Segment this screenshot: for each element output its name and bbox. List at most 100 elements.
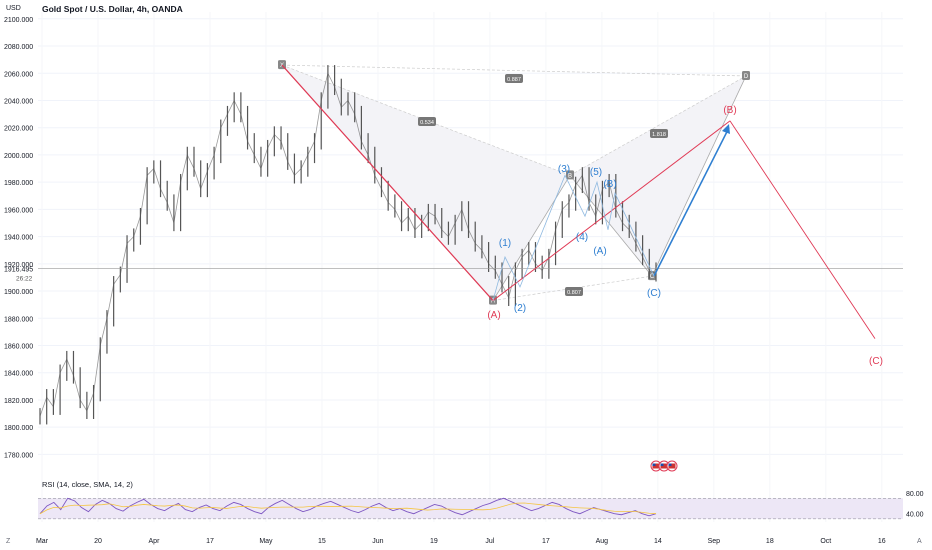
y-tick-label: 2100.000 bbox=[4, 17, 33, 24]
x-tick-label: Mar bbox=[36, 538, 49, 545]
x-tick-label: Sep bbox=[708, 538, 721, 545]
x-tick-label: 16 bbox=[878, 538, 886, 545]
rsi-band bbox=[38, 498, 903, 519]
rsi-sma-line bbox=[39, 502, 657, 515]
x-tick-label: Jun bbox=[372, 538, 383, 545]
y-tick-label: 2040.000 bbox=[4, 98, 33, 105]
wave-label-blue: (4) bbox=[576, 232, 588, 243]
y-tick-label: 2000.000 bbox=[4, 153, 33, 160]
pattern-point-label: D bbox=[744, 74, 749, 80]
y-tick-label: 1820.000 bbox=[4, 398, 33, 405]
y-tick-label: 1900.000 bbox=[4, 289, 33, 296]
wave-label-red: (C) bbox=[869, 356, 883, 367]
ratio-badge bbox=[650, 129, 668, 138]
pattern-point-label: C bbox=[650, 274, 655, 280]
y-tick-label: 1880.000 bbox=[4, 316, 33, 323]
y-tick-label: 1780.000 bbox=[4, 452, 33, 459]
pattern-diag-xd bbox=[281, 64, 747, 77]
wave-label-red: (B) bbox=[723, 105, 736, 116]
x-tick-label: 20 bbox=[94, 538, 102, 545]
ratio-badge bbox=[505, 74, 523, 83]
pattern-point-badge bbox=[566, 170, 574, 180]
ratio-label: 0.807 bbox=[567, 290, 581, 296]
y-tick-label: 1940.000 bbox=[4, 235, 33, 242]
y-tick-label: 1920.000 bbox=[4, 262, 33, 269]
x-tick-label: 15 bbox=[318, 538, 326, 545]
wave-label-blue: (1) bbox=[499, 238, 511, 249]
pattern-point-c: C bbox=[648, 271, 656, 281]
ratio-badge bbox=[565, 287, 583, 296]
flag-stripes bbox=[652, 463, 660, 469]
x-tick-label: 14 bbox=[654, 538, 662, 545]
wave-annotations: (A) (B) (C) (1) (2) (3) (4) (5) (A) (B) (C) bbox=[281, 64, 883, 367]
chart-title: Gold Spot / U.S. Dollar, 4h, OANDA bbox=[42, 4, 183, 14]
flag-stripes bbox=[668, 463, 676, 469]
us-flag-icon bbox=[666, 460, 678, 472]
y-tick-label: 2020.000 bbox=[4, 126, 33, 133]
pattern-point-badge bbox=[742, 70, 750, 80]
wave-label-blue: (C) bbox=[647, 288, 661, 299]
timezone-button[interactable]: Z bbox=[6, 538, 11, 545]
wave-label-red: (A) bbox=[487, 310, 500, 321]
wave-label-blue: (2) bbox=[514, 303, 526, 314]
blue-wave-path bbox=[492, 174, 655, 301]
rsi-legend: RSI (14, close, SMA, 14, 2) bbox=[42, 480, 133, 489]
x-tick-label: Jul bbox=[485, 538, 494, 545]
wave-label-blue: (A) bbox=[593, 246, 606, 257]
x-tick-label: Apr bbox=[149, 538, 161, 545]
flag-canton bbox=[668, 463, 672, 466]
x-tick-label: 18 bbox=[766, 538, 774, 545]
flag-canton bbox=[660, 463, 664, 466]
wave-label-blue: (5) bbox=[590, 167, 602, 178]
projection-arrowhead bbox=[722, 124, 730, 134]
y-tick-label: 1840.000 bbox=[4, 371, 33, 378]
event-markers bbox=[650, 460, 678, 472]
ratio-label: 0.887 bbox=[507, 77, 521, 83]
rsi-tick-label: 40.00 bbox=[906, 512, 924, 519]
rsi-tick-label: 80.00 bbox=[906, 491, 924, 498]
countdown-label: 26:22 bbox=[16, 276, 33, 283]
flag-stripes bbox=[660, 463, 668, 469]
x-tick-label: Aug bbox=[596, 538, 609, 545]
pattern-ratio: 1.818 bbox=[650, 129, 668, 138]
pattern-point-badge bbox=[648, 271, 656, 281]
x-tick-label: 17 bbox=[542, 538, 550, 545]
current-price-label: 1916.495 bbox=[4, 267, 33, 274]
wave-c-line bbox=[729, 120, 876, 339]
auto-scale-button[interactable]: A bbox=[917, 538, 922, 545]
ratio-label: 0.534 bbox=[420, 120, 434, 126]
pattern-point-label: X bbox=[280, 63, 284, 69]
projection-arrow bbox=[653, 127, 730, 277]
wave-label-blue: (B) bbox=[603, 179, 616, 190]
x-tick-label: May bbox=[259, 538, 273, 545]
pattern-diag-bd bbox=[569, 75, 747, 176]
pattern-point-label: A bbox=[491, 299, 495, 305]
y-tick-label: 2080.000 bbox=[4, 44, 33, 51]
flag-canton bbox=[652, 463, 656, 466]
ratio-badge bbox=[418, 117, 436, 126]
ratio-label: 1.818 bbox=[652, 132, 666, 138]
y-tick-label: 2060.000 bbox=[4, 71, 33, 78]
y-axis: 2100.000 2080.000 2060.000 2040.000 2020.000… bbox=[4, 17, 33, 460]
pattern-ratio: 0.807 bbox=[565, 287, 583, 296]
y-tick-label: 1800.000 bbox=[4, 425, 33, 432]
y-tick-label: 1860.000 bbox=[4, 343, 33, 350]
y-tick-label: 1980.000 bbox=[4, 180, 33, 187]
y-tick-label: 1960.000 bbox=[4, 207, 33, 214]
price-line bbox=[39, 72, 657, 417]
wave-a-line bbox=[281, 64, 494, 301]
pattern-fill-xab bbox=[282, 65, 570, 301]
pattern-point-b: B bbox=[566, 170, 574, 180]
pattern-ratio: 0.887 bbox=[505, 74, 523, 83]
wave-label-blue: (3) bbox=[558, 164, 570, 175]
pattern-point-d: D bbox=[742, 70, 750, 80]
x-tick-label: 19 bbox=[430, 538, 438, 545]
x-tick-label: 17 bbox=[206, 538, 214, 545]
price-series bbox=[38, 65, 903, 425]
chart-grid bbox=[38, 12, 903, 522]
x-axis: Mar 20 Apr 17 May 15 Jun 19 Jul 17 Aug 14 Sep 18 Oct 16 bbox=[36, 538, 886, 545]
pattern-point-label: B bbox=[568, 173, 572, 179]
rsi-line bbox=[39, 497, 657, 517]
x-tick-label: Oct bbox=[820, 538, 831, 545]
